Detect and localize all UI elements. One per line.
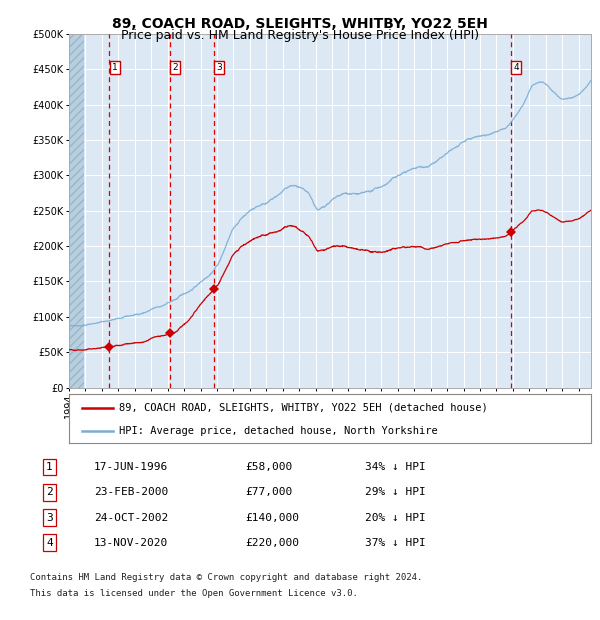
Text: 3: 3 (217, 63, 222, 72)
Text: 1: 1 (46, 462, 53, 472)
Text: £140,000: £140,000 (245, 513, 299, 523)
Text: 13-NOV-2020: 13-NOV-2020 (94, 538, 169, 547)
Text: 34% ↓ HPI: 34% ↓ HPI (365, 462, 425, 472)
Text: £58,000: £58,000 (245, 462, 292, 472)
Text: 3: 3 (46, 513, 53, 523)
Text: £220,000: £220,000 (245, 538, 299, 547)
Text: Price paid vs. HM Land Registry's House Price Index (HPI): Price paid vs. HM Land Registry's House … (121, 29, 479, 42)
Text: 17-JUN-1996: 17-JUN-1996 (94, 462, 169, 472)
Text: 1: 1 (112, 63, 118, 72)
Text: Contains HM Land Registry data © Crown copyright and database right 2024.: Contains HM Land Registry data © Crown c… (30, 574, 422, 583)
Text: 20% ↓ HPI: 20% ↓ HPI (365, 513, 425, 523)
Text: 2: 2 (172, 63, 178, 72)
Text: 24-OCT-2002: 24-OCT-2002 (94, 513, 169, 523)
Text: 4: 4 (513, 63, 519, 72)
Text: £77,000: £77,000 (245, 487, 292, 497)
Text: 4: 4 (46, 538, 53, 547)
Bar (69, 34, 84, 388)
Text: 89, COACH ROAD, SLEIGHTS, WHITBY, YO22 5EH (detached house): 89, COACH ROAD, SLEIGHTS, WHITBY, YO22 5… (119, 402, 487, 412)
Text: 89, COACH ROAD, SLEIGHTS, WHITBY, YO22 5EH: 89, COACH ROAD, SLEIGHTS, WHITBY, YO22 5… (112, 17, 488, 32)
Text: 2: 2 (46, 487, 53, 497)
Text: 23-FEB-2000: 23-FEB-2000 (94, 487, 169, 497)
Text: HPI: Average price, detached house, North Yorkshire: HPI: Average price, detached house, Nort… (119, 426, 437, 436)
Text: 29% ↓ HPI: 29% ↓ HPI (365, 487, 425, 497)
Text: This data is licensed under the Open Government Licence v3.0.: This data is licensed under the Open Gov… (30, 589, 358, 598)
Text: 37% ↓ HPI: 37% ↓ HPI (365, 538, 425, 547)
